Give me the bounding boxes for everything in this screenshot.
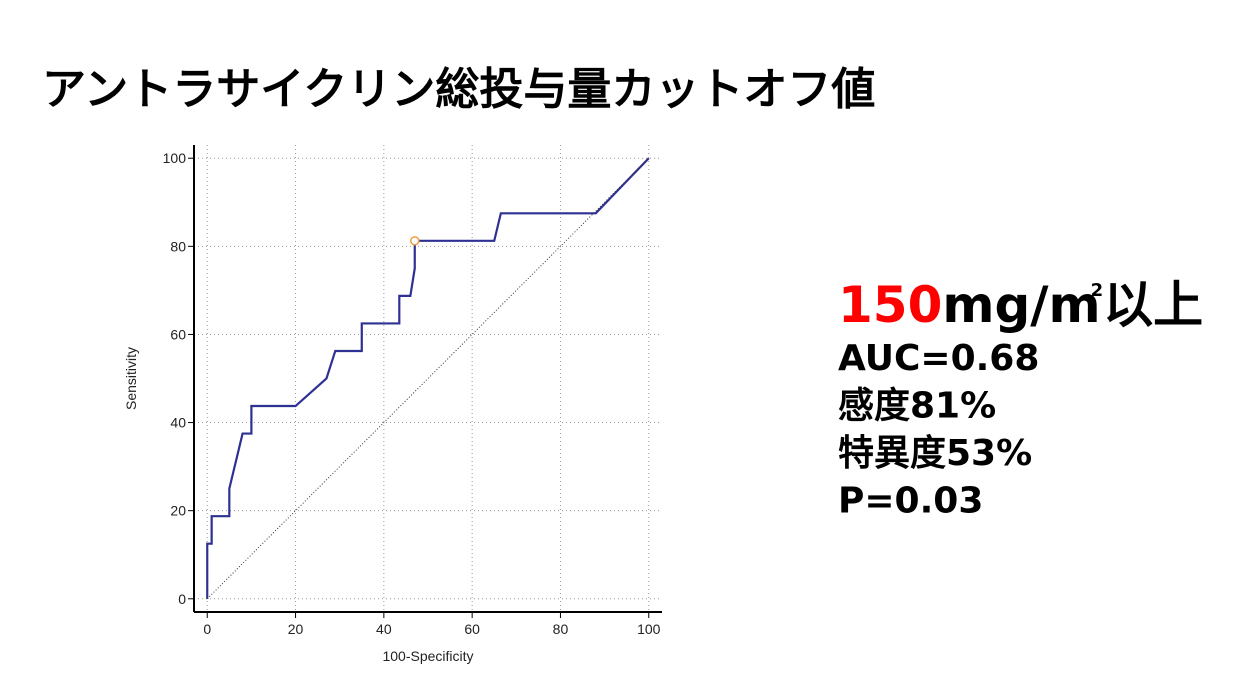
roc-curve	[206, 157, 650, 599]
y-tick-label: 40	[170, 415, 186, 431]
stat-line: 特異度53%	[838, 433, 1032, 474]
y-tick-label: 80	[170, 238, 186, 254]
stat-line: 感度81%	[838, 386, 996, 427]
cutoff-marker	[410, 236, 420, 246]
x-tick-label: 100	[637, 621, 661, 637]
cutoff-unit-sup: 2	[1091, 280, 1104, 301]
x-tick-label: 60	[464, 621, 480, 637]
y-tick-label: 60	[170, 326, 186, 342]
y-tick-label: 100	[163, 150, 187, 166]
stats: AUC=0.68 感度81% 特異度53% P=0.03	[838, 338, 1039, 522]
cutoff-unit: mg/m	[942, 276, 1100, 334]
x-tick-label: 20	[288, 621, 304, 637]
slide-title: アントラサイクリン総投与量カットオフ値	[42, 64, 875, 115]
chart: 0 20 40 60 80 100 0 20 40 60 80 100 100-Specificity S…	[123, 145, 662, 664]
x-tick-label: 80	[553, 621, 569, 637]
stat-line: P=0.03	[838, 481, 983, 522]
reference-line	[206, 157, 650, 600]
cutoff-suffix: 以上	[1103, 276, 1203, 334]
stat-line: AUC=0.68	[838, 338, 1039, 379]
y-tick-label: 20	[170, 503, 186, 519]
cutoff-value: 150	[838, 276, 942, 334]
y-axis-label: Sensitivity	[123, 347, 139, 410]
cutoff-text: 150mg/m2以上	[838, 276, 1203, 334]
y-tick-label: 0	[178, 591, 186, 607]
x-tick-label: 40	[376, 621, 392, 637]
x-axis-label: 100-Specificity	[382, 648, 473, 664]
x-tick-label: 0	[203, 621, 211, 637]
